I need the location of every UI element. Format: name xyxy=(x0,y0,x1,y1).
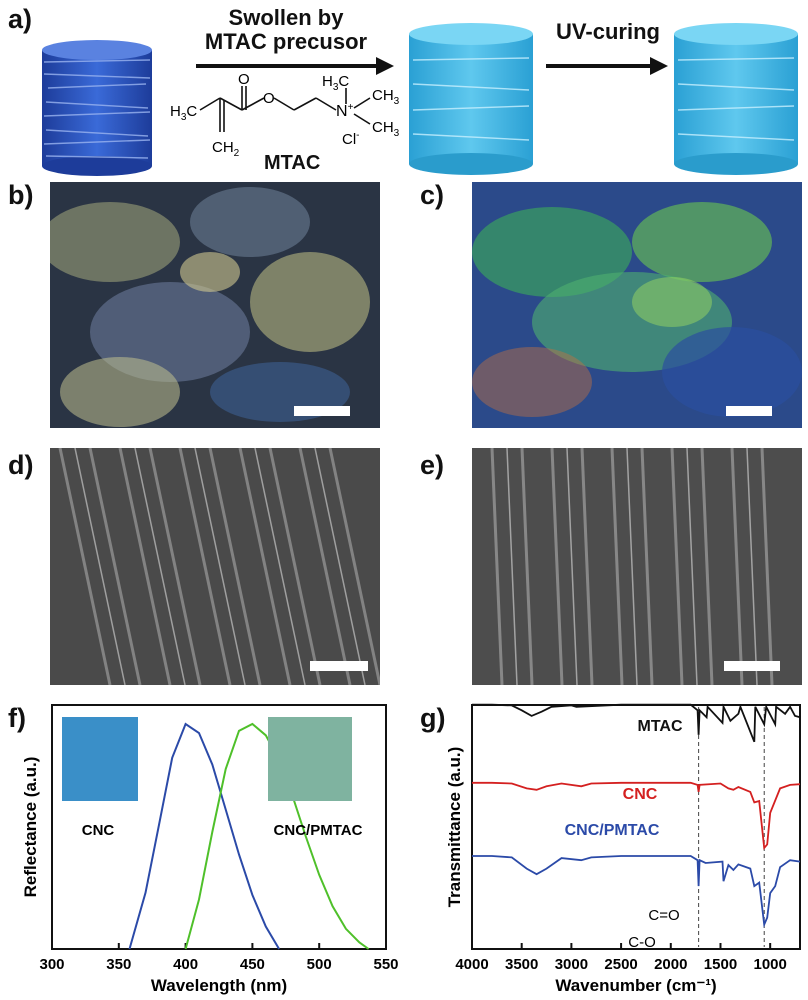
x-tick-label: 1500 xyxy=(704,956,737,973)
y-axis-label: Reflectance (a.u.) xyxy=(21,757,40,898)
h3c-label: H3C xyxy=(170,103,197,123)
ch3-top-label: H3C xyxy=(322,73,349,93)
cnc-pmtac-film-photo xyxy=(268,717,352,801)
x-tick-label: 300 xyxy=(39,956,64,973)
x-tick-label: 2500 xyxy=(604,956,637,973)
carbonyl-o-label: O xyxy=(238,72,250,88)
x-tick-label: 4000 xyxy=(455,956,488,973)
plot-frame xyxy=(51,704,387,950)
panel-label-a: a) xyxy=(8,4,33,34)
ftir-chart: 4000 3500 3000 2500 2000 1500 1000 MTAC CNC CNC/… xyxy=(445,703,801,995)
mtac-name: MTAC xyxy=(264,152,321,174)
sem-image-cnc-pmtac xyxy=(472,448,802,685)
c-eq-o-annotation: C=O xyxy=(648,907,679,924)
scale-bar xyxy=(294,406,350,416)
reflectance-chart: 300 350 400 450 500 550 CNC CNC/PMTAC Wavelen… xyxy=(21,704,399,995)
series-label: CNC/PMTAC xyxy=(565,822,660,839)
ester-o-label: O xyxy=(263,90,275,107)
scale-bar xyxy=(724,661,780,671)
series-line xyxy=(472,855,801,929)
arrow-right-icon xyxy=(546,57,668,75)
series-line xyxy=(472,781,801,851)
series-line xyxy=(472,703,801,743)
cured-film-cylinder xyxy=(674,23,798,175)
series-line xyxy=(128,722,280,950)
cl-minus-label: Cl- xyxy=(342,130,360,148)
series-label: MTAC xyxy=(637,718,682,735)
series-label: CNC xyxy=(623,786,658,803)
scale-bar xyxy=(310,661,368,671)
step1-line2: MTAC precusor xyxy=(204,29,368,54)
mtac-structure: H3C O O H3C N+ CH3 CH3 Cl- CH2 xyxy=(170,72,400,159)
x-axis-label: Wavenumber (cm⁻¹) xyxy=(555,976,716,995)
panel-label-g: g) xyxy=(420,703,446,733)
cnc-film-photo xyxy=(62,717,138,801)
cnc-film-cylinder xyxy=(42,40,152,176)
x-tick-label: 3500 xyxy=(505,956,538,973)
panel-label-e: e) xyxy=(420,450,445,480)
step1-line1: Swollen by xyxy=(228,5,344,30)
ch3-bottom-label: CH3 xyxy=(372,119,400,139)
panel-label-f: f) xyxy=(8,703,26,733)
scale-bar xyxy=(726,406,772,416)
x-tick-label: 400 xyxy=(173,956,198,973)
x-axis-label: Wavelength (nm) xyxy=(151,976,287,995)
sem-image-cnc xyxy=(50,448,380,685)
x-tick-label: 3000 xyxy=(555,956,588,973)
c-o-annotation: C-O xyxy=(628,934,656,951)
swollen-film-cylinder xyxy=(409,23,533,175)
x-tick-label: 450 xyxy=(240,956,265,973)
panel-label-d: d) xyxy=(8,450,34,480)
x-tick-label: 1000 xyxy=(753,956,786,973)
arrow-right-icon xyxy=(196,57,394,75)
x-tick-label: 550 xyxy=(373,956,398,973)
panel-label-c: c) xyxy=(420,180,445,210)
n-plus-label: N+ xyxy=(336,102,354,120)
ch2-label: CH2 xyxy=(212,139,240,159)
cnc-label: CNC xyxy=(82,822,115,839)
step2-label: UV-curing xyxy=(556,19,660,44)
y-axis-label: Transmittance (a.u.) xyxy=(445,747,464,908)
x-tick-label: 500 xyxy=(307,956,332,973)
cnc-pmtac-label: CNC/PMTAC xyxy=(274,822,363,839)
ch3-right-label: CH3 xyxy=(372,87,400,107)
pom-image-cnc xyxy=(50,182,380,428)
x-tick-label: 2000 xyxy=(654,956,687,973)
pom-image-cnc-pmtac xyxy=(472,182,802,428)
panel-label-b: b) xyxy=(8,180,34,210)
x-tick-label: 350 xyxy=(106,956,131,973)
